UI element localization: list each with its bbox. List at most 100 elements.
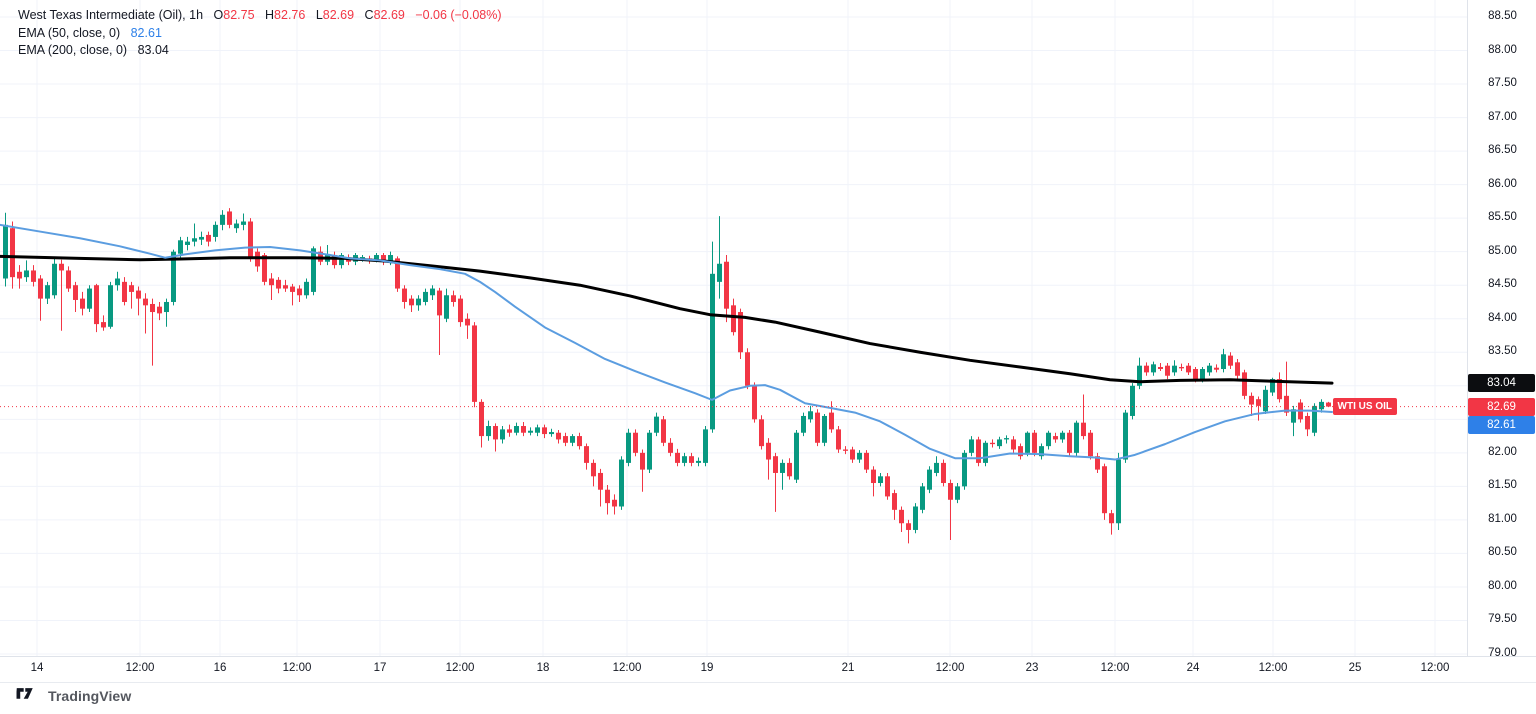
- candle-body: [115, 278, 120, 286]
- candle-body: [787, 462, 792, 477]
- candle-body: [332, 255, 337, 266]
- candle-body: [10, 228, 15, 278]
- ema50-line: [0, 223, 1333, 461]
- chart-pane[interactable]: West Texas Intermediate (Oil), 1h O82.75…: [0, 0, 1467, 656]
- candle-body: [409, 298, 414, 306]
- candle-body: [766, 442, 771, 460]
- time-axis[interactable]: 14 12:00 16 12:00 17 12:00 18 12:00 19 21 12:00 23 1…: [0, 656, 1536, 683]
- candle-body: [507, 429, 512, 433]
- candle-body: [1319, 401, 1324, 410]
- price-axis-label: 88.50: [1488, 10, 1517, 22]
- candle-body: [1200, 369, 1205, 380]
- candle-body: [206, 234, 211, 242]
- candle-body: [1326, 402, 1331, 407]
- price-axis-label: 84.00: [1488, 311, 1517, 324]
- price-axis-label: 80.50: [1488, 546, 1517, 559]
- candle-body: [605, 489, 610, 504]
- candle-body: [997, 439, 1002, 447]
- candle-body: [906, 523, 911, 530]
- candle-body: [640, 452, 645, 470]
- candle-body: [710, 273, 715, 430]
- candle-body: [444, 295, 449, 319]
- candle-body: [297, 288, 302, 296]
- candle-body: [1011, 439, 1016, 450]
- candle-body: [3, 224, 8, 279]
- price-axis-label: 79.50: [1488, 613, 1517, 626]
- candle-body: [871, 469, 876, 484]
- candle-body: [654, 416, 659, 433]
- candle-body: [234, 223, 239, 229]
- candle-body: [1179, 367, 1184, 369]
- time-axis-label: 21: [841, 662, 855, 674]
- candle-body: [31, 270, 36, 282]
- candle-body: [17, 271, 22, 279]
- candle-body: [1284, 395, 1289, 413]
- candle-body: [1291, 409, 1296, 423]
- brand-name[interactable]: TradingView: [48, 687, 132, 704]
- candle-body: [1207, 365, 1212, 373]
- legend-ema50-row[interactable]: EMA (50, close, 0) 82.61: [18, 25, 502, 42]
- candle-body: [157, 306, 162, 314]
- price-axis-label: 87.50: [1488, 77, 1517, 90]
- price-axis-label: 81.50: [1488, 479, 1517, 492]
- candle-body: [374, 255, 379, 260]
- ema50-label: EMA (50, close, 0): [18, 25, 121, 40]
- candle-body: [1004, 438, 1009, 440]
- time-axis-label: 12:00: [1420, 662, 1450, 674]
- candle-body: [885, 476, 890, 497]
- candle-body: [955, 486, 960, 500]
- legend-ema200-row[interactable]: EMA (200, close, 0) 83.04: [18, 42, 502, 59]
- candle-body: [73, 285, 78, 300]
- candle-body: [738, 312, 743, 353]
- candle-body: [1263, 389, 1268, 412]
- change-value: −0.06 (−0.08%): [415, 8, 502, 22]
- price-axis-label: 85.00: [1488, 244, 1517, 257]
- candle-body: [1249, 395, 1254, 405]
- candle-body: [192, 238, 197, 242]
- candle-body: [570, 436, 575, 443]
- candle-body: [1270, 379, 1275, 393]
- candle-body: [122, 281, 127, 302]
- footer: TradingView: [16, 687, 131, 704]
- candle-body: [129, 285, 134, 292]
- time-axis-label: 18: [536, 662, 550, 674]
- candle-body: [1123, 412, 1128, 460]
- time-axis-label: 19: [700, 662, 714, 674]
- time-axis-label: 25: [1348, 662, 1362, 674]
- candle-body: [1102, 466, 1107, 514]
- candle-body: [962, 452, 967, 487]
- price-axis-label: 80.00: [1488, 579, 1517, 592]
- candle-body: [892, 493, 897, 510]
- price-axis[interactable]: 88.50 88.00 87.50 87.00 86.50 86.00 85.50 85.00…: [1467, 0, 1536, 659]
- candle-body: [598, 472, 603, 490]
- time-axis-label: 12:00: [935, 662, 965, 674]
- candle-body: [108, 285, 113, 327]
- chart-svg[interactable]: [0, 0, 1467, 656]
- price-axis-label: 85.50: [1488, 211, 1517, 224]
- candle-body: [45, 285, 50, 299]
- candle-body: [626, 432, 631, 463]
- close-value: 82.69: [373, 8, 405, 22]
- candle-body: [80, 298, 85, 309]
- candle-body: [731, 305, 736, 333]
- legend-symbol-row[interactable]: West Texas Intermediate (Oil), 1h O82.75…: [18, 7, 502, 24]
- close-label: C: [364, 8, 374, 22]
- time-axis-label: 12:00: [282, 662, 312, 674]
- tradingview-logo-icon[interactable]: [16, 687, 42, 704]
- candle-body: [759, 419, 764, 447]
- candle-body: [843, 449, 848, 451]
- candle-body: [1151, 364, 1156, 373]
- candle-body: [381, 255, 386, 262]
- candle-body: [339, 255, 344, 266]
- open-label: O: [213, 8, 224, 22]
- candle-body: [276, 279, 281, 289]
- candle-body: [479, 401, 484, 437]
- candle-body: [360, 257, 365, 259]
- candle-body: [227, 211, 232, 225]
- candle-body: [1144, 365, 1149, 373]
- price-axis-label: 86.00: [1488, 177, 1517, 190]
- low-label: L: [315, 8, 323, 22]
- symbol-title: West Texas Intermediate (Oil), 1h: [18, 8, 204, 22]
- candle-body: [248, 221, 253, 259]
- candle-body: [1137, 365, 1142, 386]
